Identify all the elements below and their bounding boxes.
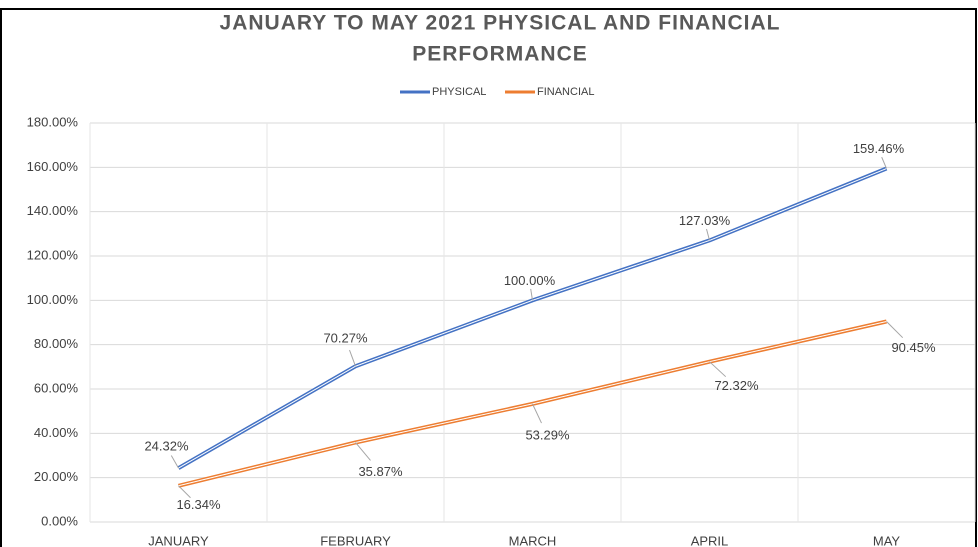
y-tick-label: 60.00% bbox=[34, 380, 79, 395]
data-label: 16.34% bbox=[176, 497, 221, 512]
x-tick-label: JANUARY bbox=[148, 533, 209, 547]
x-tick-label: APRIL bbox=[691, 533, 729, 547]
leader-line bbox=[709, 361, 727, 378]
leader-line bbox=[886, 321, 904, 339]
legend-label: PHYSICAL bbox=[432, 86, 486, 98]
x-tick-label: MARCH bbox=[509, 533, 557, 547]
leader-line bbox=[530, 288, 533, 301]
data-label: 100.00% bbox=[504, 273, 556, 288]
chart-title: JANUARY TO MAY 2021 PHYSICAL AND FINANCI… bbox=[220, 12, 781, 35]
y-tick-label: 0.00% bbox=[41, 513, 78, 528]
y-tick-label: 40.00% bbox=[34, 425, 79, 440]
y-tick-label: 100.00% bbox=[27, 292, 79, 307]
leader-line bbox=[170, 455, 179, 469]
leader-line bbox=[349, 349, 356, 367]
x-tick-label: MAY bbox=[873, 533, 901, 547]
leader-line bbox=[881, 156, 887, 169]
data-label: 159.46% bbox=[853, 141, 905, 156]
y-tick-label: 20.00% bbox=[34, 469, 79, 484]
y-tick-label: 160.00% bbox=[27, 159, 79, 174]
data-label: 72.32% bbox=[714, 378, 759, 393]
chart-title: PERFORMANCE bbox=[412, 43, 588, 66]
leader-line bbox=[178, 485, 191, 499]
leader-line bbox=[706, 228, 710, 241]
data-label: 127.03% bbox=[679, 213, 731, 228]
data-label: 24.32% bbox=[144, 439, 189, 454]
legend-label: FINANCIAL bbox=[537, 86, 594, 98]
series-line bbox=[177, 166, 888, 470]
y-tick-label: 80.00% bbox=[34, 336, 79, 351]
x-tick-label: FEBRUARY bbox=[320, 533, 391, 547]
y-tick-label: 140.00% bbox=[27, 203, 79, 218]
y-tick-label: 120.00% bbox=[27, 247, 79, 262]
data-label: 70.27% bbox=[323, 331, 368, 346]
data-label: 53.29% bbox=[525, 427, 570, 442]
data-label: 90.45% bbox=[891, 340, 936, 355]
leader-line bbox=[355, 442, 371, 461]
y-tick-label: 180.00% bbox=[27, 114, 79, 129]
frame bbox=[0, 8, 977, 547]
leader-line bbox=[532, 403, 542, 424]
data-label: 35.87% bbox=[358, 464, 403, 479]
